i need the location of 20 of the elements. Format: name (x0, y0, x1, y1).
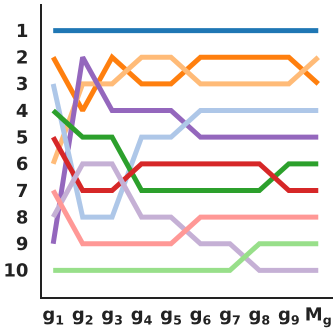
y-tick-label: 9 (16, 234, 28, 256)
y-tick-label: 2 (16, 48, 28, 69)
x-tick-label: M$_{g}$ (304, 304, 332, 328)
x-tick-label: g$_{3}$ (101, 304, 123, 328)
y-tick-label: 6 (16, 154, 28, 176)
x-tick-label: g$_{4}$ (130, 304, 153, 328)
x-tick-label: g$_{7}$ (219, 304, 241, 328)
x-tick-label: g$_{1}$ (42, 304, 64, 328)
y-tick-label: 10 (3, 260, 28, 282)
x-tick-label: g$_{9}$ (278, 304, 300, 328)
y-tick-label: 8 (16, 207, 28, 228)
y-tick-label: 3 (16, 74, 28, 96)
y-tick-label: 7 (16, 180, 28, 202)
x-tick-label: g$_{5}$ (160, 304, 182, 328)
x-tick-label: g$_{2}$ (72, 304, 94, 328)
x-tick-label: g$_{6}$ (190, 304, 212, 328)
x-tick-label: g$_{8}$ (248, 304, 270, 328)
y-tick-label: 1 (16, 20, 28, 42)
y-tick-label: 4 (16, 100, 28, 122)
y-tick-label: 5 (16, 127, 28, 148)
